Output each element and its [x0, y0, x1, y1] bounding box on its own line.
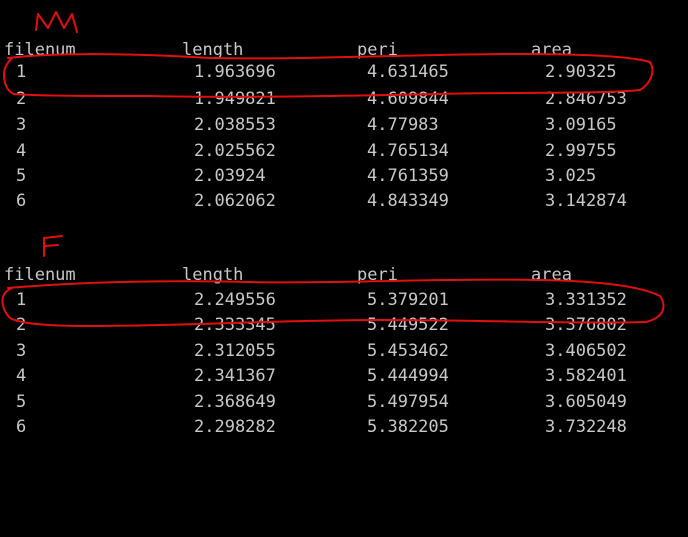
- cell-peri: 4.77983: [367, 115, 439, 135]
- table-row: 2 2.333345 5.449522 3.376802: [0, 315, 688, 335]
- handwritten-m-mark: [35, 11, 78, 33]
- table-header: filenum length peri area: [0, 40, 688, 60]
- cell-peri: 5.449522: [367, 315, 449, 335]
- table-row: 3 2.312055 5.453462 3.406502: [0, 341, 688, 361]
- cell-area: 3.732248: [545, 417, 627, 437]
- cell-peri: 5.382205: [367, 417, 449, 437]
- table-row: 4 2.341367 5.444994 3.582401: [0, 366, 688, 386]
- cell-area: 3.142874: [545, 191, 627, 211]
- cell-length: 2.025562: [194, 141, 276, 161]
- cell-peri: 4.761359: [367, 166, 449, 186]
- cell-peri: 5.444994: [367, 366, 449, 386]
- header-filenum: filenum: [4, 40, 76, 60]
- cell-length: 1.963696: [194, 62, 276, 82]
- header-length: length: [182, 40, 244, 60]
- cell-filenum: 3: [16, 341, 27, 361]
- console-window: filenum length peri area 1 1.963696 4.63…: [0, 11, 688, 437]
- header-area: area: [531, 265, 572, 285]
- cell-peri: 5.497954: [367, 392, 449, 412]
- header-length: length: [182, 265, 244, 285]
- cell-area: 2.846753: [545, 89, 627, 109]
- table-row: 4 2.025562 4.765134 2.99755: [0, 141, 688, 161]
- header-filenum: filenum: [4, 265, 76, 285]
- cell-filenum: 1: [16, 290, 27, 310]
- table-header: filenum length peri area: [0, 265, 688, 285]
- cell-area: 3.376802: [545, 315, 627, 335]
- cell-length: 2.038553: [194, 115, 276, 135]
- header-peri: peri: [357, 265, 398, 285]
- cell-length: 1.949821: [194, 89, 276, 109]
- cell-filenum: 4: [16, 141, 27, 161]
- cell-filenum: 1: [16, 62, 27, 82]
- cell-length: 2.298282: [194, 417, 276, 437]
- table-row: 6 2.298282 5.382205 3.732248: [0, 417, 688, 437]
- table-row: 3 2.038553 4.77983 3.09165: [0, 115, 688, 135]
- cell-area: 2.90325: [545, 62, 617, 82]
- cell-peri: 5.453462: [367, 341, 449, 361]
- cell-filenum: 6: [16, 191, 27, 211]
- cell-filenum: 5: [16, 166, 27, 186]
- cell-filenum: 3: [16, 115, 27, 135]
- cell-filenum: 5: [16, 392, 27, 412]
- cell-length: 2.312055: [194, 341, 276, 361]
- cell-area: 3.582401: [545, 366, 627, 386]
- cell-filenum: 6: [16, 417, 27, 437]
- cell-area: 2.99755: [545, 141, 617, 161]
- table-row: 5 2.03924 4.761359 3.025: [0, 166, 688, 186]
- cell-peri: 4.843349: [367, 191, 449, 211]
- header-peri: peri: [357, 40, 398, 60]
- cell-peri: 4.765134: [367, 141, 449, 161]
- cell-filenum: 2: [16, 89, 27, 109]
- cell-area: 3.331352: [545, 290, 627, 310]
- table-row: 1 2.249556 5.379201 3.331352: [0, 290, 688, 310]
- cell-length: 2.249556: [194, 290, 276, 310]
- table-row: 6 2.062062 4.843349 3.142874: [0, 191, 688, 211]
- cell-filenum: 4: [16, 366, 27, 386]
- cell-length: 2.333345: [194, 315, 276, 335]
- cell-area: 3.406502: [545, 341, 627, 361]
- cell-length: 2.341367: [194, 366, 276, 386]
- table-row: 1 1.963696 4.631465 2.90325: [0, 62, 688, 82]
- cell-peri: 5.379201: [367, 290, 449, 310]
- cell-area: 3.025: [545, 166, 597, 186]
- cell-peri: 4.609844: [367, 89, 449, 109]
- cell-length: 2.062062: [194, 191, 276, 211]
- cell-area: 3.09165: [545, 115, 617, 135]
- table-row: 2 1.949821 4.609844 2.846753: [0, 89, 688, 109]
- cell-peri: 4.631465: [367, 62, 449, 82]
- header-area: area: [531, 40, 572, 60]
- cell-length: 2.368649: [194, 392, 276, 412]
- cell-area: 3.605049: [545, 392, 627, 412]
- table-row: 5 2.368649 5.497954 3.605049: [0, 392, 688, 412]
- cell-length: 2.03924: [194, 166, 266, 186]
- cell-filenum: 2: [16, 315, 27, 335]
